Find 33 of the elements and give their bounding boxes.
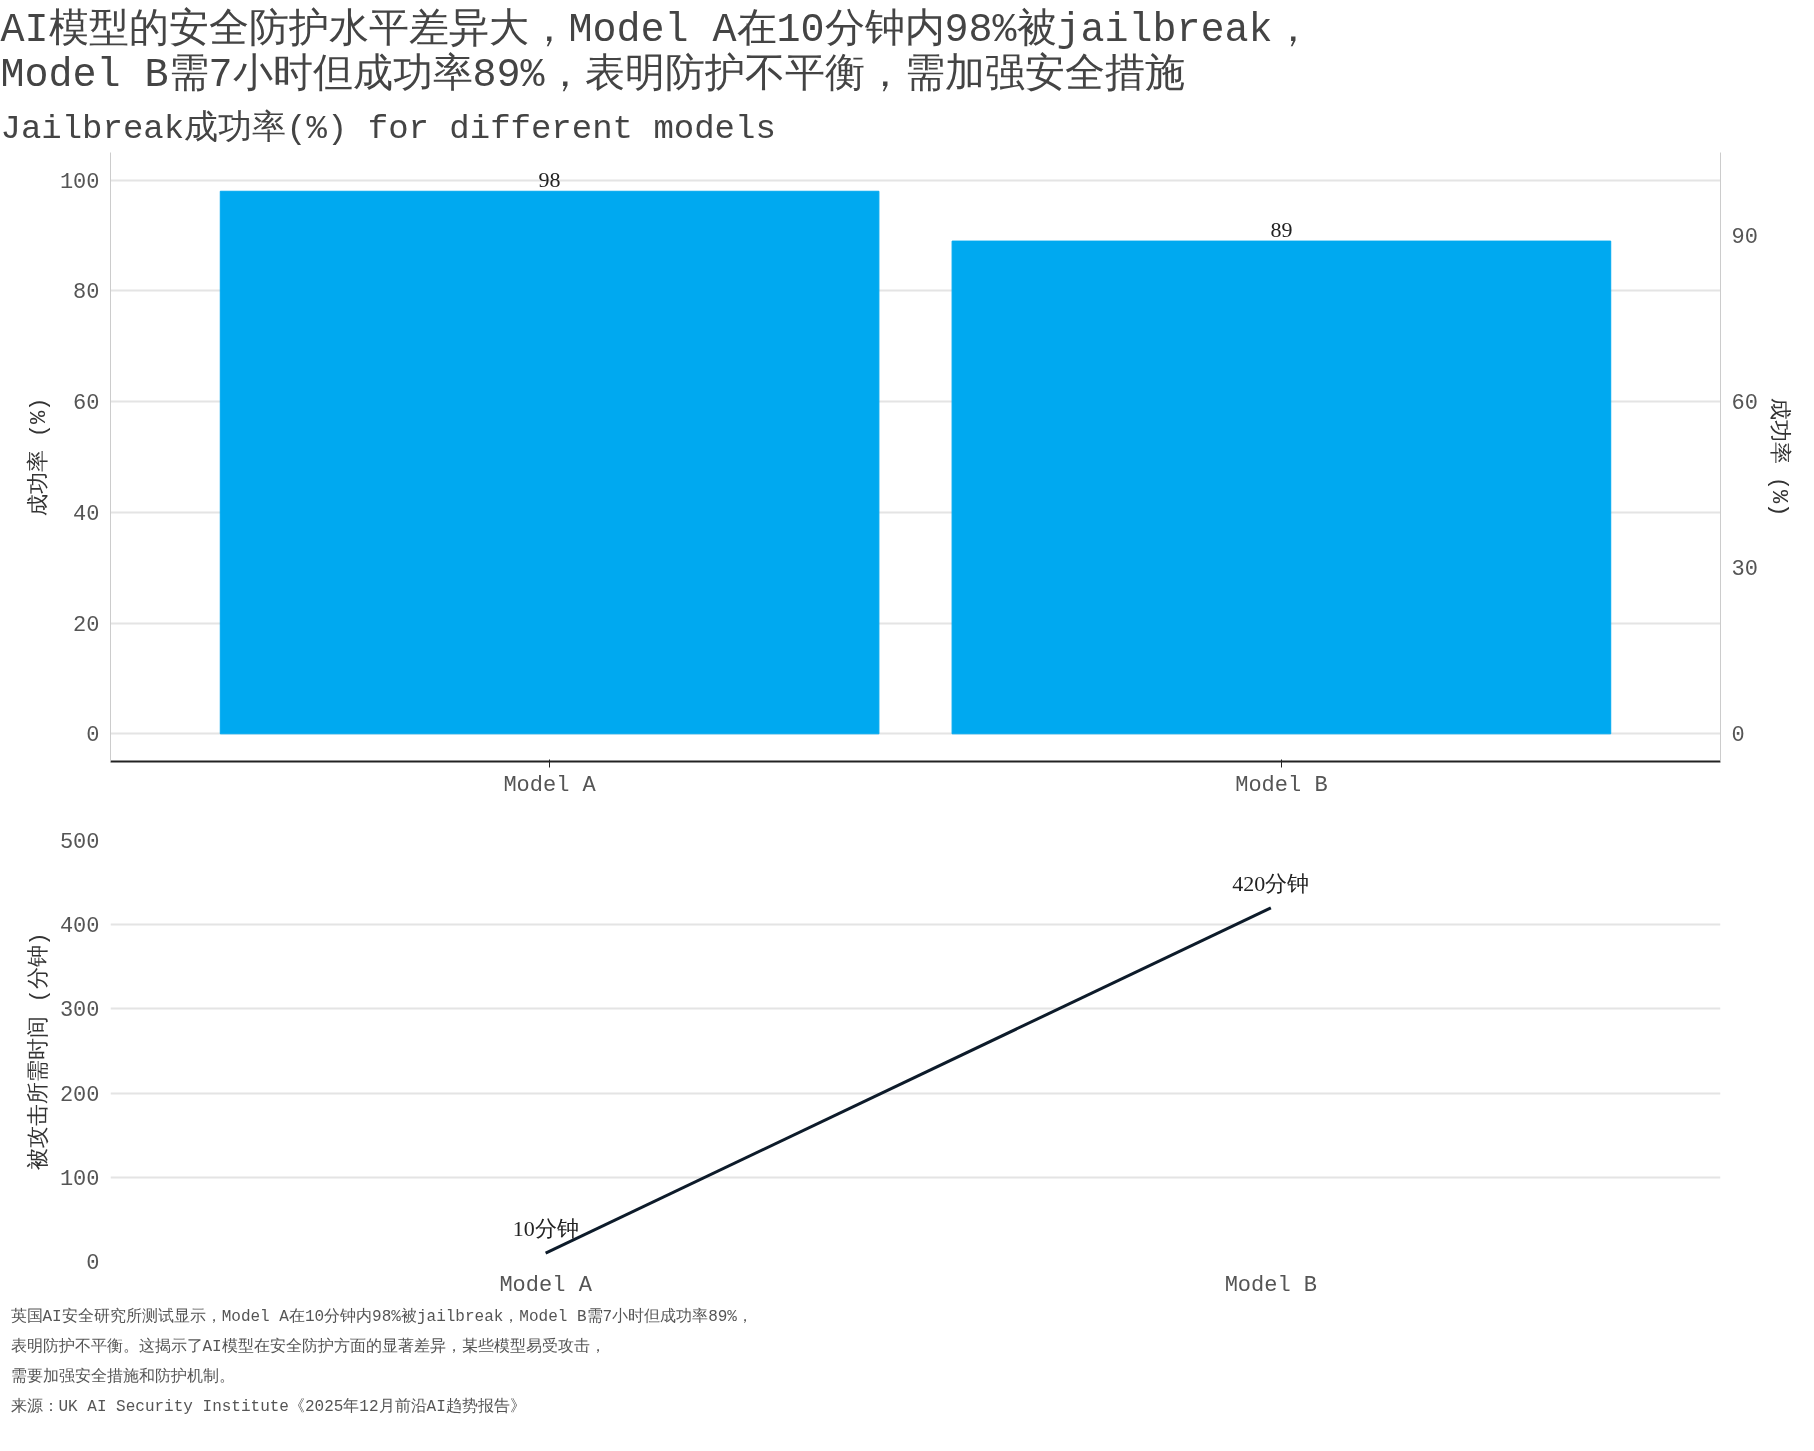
y2-tick-label: 60: [1731, 391, 1758, 417]
text: 表明防护不平衡。这揭示了AI模型在安全防护方面的显著差异，某些模型易受攻击，: [10, 1336, 606, 1356]
y-tick-label: 40: [73, 501, 100, 527]
y-tick-label: 80: [73, 280, 100, 306]
y-axis-title: 成功率 (%): [25, 397, 52, 517]
x-tick-label: Model B: [1224, 1272, 1318, 1298]
data-label: 89: [1270, 217, 1293, 243]
y-tick-label: 0: [86, 723, 100, 749]
y2-tick-label: 0: [1731, 723, 1745, 749]
y2-axis-title: 成功率 (%): [1765, 397, 1792, 517]
data-label: 420分钟: [1232, 870, 1310, 896]
y-tick-label: 60: [73, 391, 100, 417]
chart-title: AI模型的安全防护水平差异大，Model A在10分钟内98%被jailbreak， Model B需7小时但成功率89%，表明防护不平衡，需加强安全措施: [0, 6, 1313, 98]
text: 需要加强安全措施和防护机制。: [10, 1366, 235, 1386]
y-tick-label: 100: [59, 1166, 100, 1192]
y-tick-label: 20: [73, 612, 100, 638]
y-tick-label: 400: [59, 914, 100, 940]
y-tick-label: 0: [86, 1251, 100, 1276]
y-tick-label: 500: [59, 830, 100, 855]
data-label: 10分钟: [512, 1216, 579, 1242]
y-tick-label: 100: [59, 169, 100, 195]
y-axis-title: 被攻击所需时间 (分钟): [25, 932, 52, 1170]
y2-tick-label: 90: [1731, 225, 1758, 251]
x-tick-label: Model A: [499, 1272, 593, 1298]
y-tick-label: 300: [59, 998, 100, 1024]
chart-subtitle: Jailbreak成功率(%) for different models: [0, 108, 776, 148]
y2-tick-label: 30: [1731, 557, 1758, 583]
text: 英国AI安全研究所测试显示，Model A在10分钟内98%被jailbreak，Model B需7小时但成功率89%，: [10, 1306, 753, 1326]
x-tick-label: Model A: [503, 772, 597, 798]
data-label: 98: [538, 167, 561, 193]
source-note: 来源：UK AI Security Institute《2025年12月前沿AI趋势报告》: [10, 1396, 526, 1416]
x-tick-label: Model B: [1235, 772, 1328, 798]
y-tick-label: 200: [59, 1082, 100, 1108]
